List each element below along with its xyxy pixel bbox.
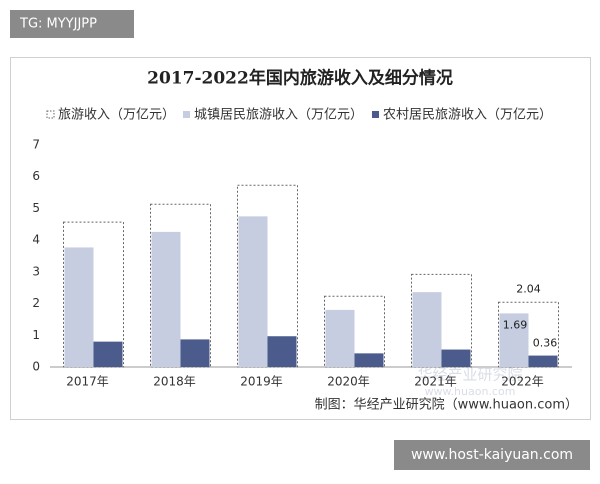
x-tick-label: 2019年 — [240, 375, 283, 389]
bar — [354, 353, 384, 367]
y-tick-label: 4 — [32, 233, 40, 247]
data-label: 1.69 — [503, 318, 528, 331]
badge: TG: MYYJJPP — [19, 17, 97, 32]
total-box — [63, 221, 124, 368]
x-tick-label: 2020年 — [327, 375, 370, 389]
x-tick-label: 2018年 — [153, 375, 196, 389]
y-tick-label: 3 — [32, 264, 40, 278]
bar — [180, 339, 210, 367]
badge-bg — [10, 10, 134, 38]
bar — [151, 231, 181, 367]
y-tick-label: 5 — [32, 201, 40, 215]
bar — [441, 349, 471, 367]
footer-badge-bg — [394, 440, 590, 470]
watermark: 华经产业研究院 — [417, 366, 522, 384]
y-tick-label: 1 — [32, 328, 40, 342]
legend-swatch — [372, 111, 379, 118]
legend-swatch — [183, 111, 190, 118]
total-box — [498, 301, 559, 368]
x-tick-label: 2021年 — [414, 375, 457, 389]
legend-label: 农村居民旅游收入（万亿元） — [383, 108, 552, 123]
y-tick-label: 6 — [32, 169, 40, 183]
total-box — [237, 184, 298, 368]
footer-badge: www.host-kaiyuan.com — [411, 447, 573, 463]
legend-swatch — [46, 110, 55, 119]
bar — [267, 336, 297, 367]
bar — [528, 355, 558, 367]
total-box — [411, 273, 472, 368]
y-tick-label: 2 — [32, 296, 40, 310]
bar — [325, 309, 355, 367]
chart-title: 2017-2022年国内旅游收入及细分情况 — [147, 68, 453, 89]
x-tick-label: 2022年 — [501, 375, 544, 389]
y-tick-label: 0 — [32, 360, 40, 374]
legend-label: 城镇居民旅游收入（万亿元） — [194, 108, 363, 123]
data-label: 0.36 — [533, 337, 558, 350]
bar — [238, 216, 268, 367]
bar — [64, 247, 94, 367]
legend-label: 旅游收入（万亿元） — [58, 108, 175, 123]
y-tick-label: 7 — [32, 138, 40, 152]
bar — [93, 341, 123, 367]
x-tick-label: 2017年 — [66, 375, 109, 389]
bar — [499, 313, 529, 367]
source: 制图：华经产业研究院（www.huaon.com） — [315, 398, 578, 413]
data-label: 2.04 — [516, 282, 541, 295]
bar — [412, 292, 442, 367]
watermark: www.huaon.com — [425, 385, 516, 398]
